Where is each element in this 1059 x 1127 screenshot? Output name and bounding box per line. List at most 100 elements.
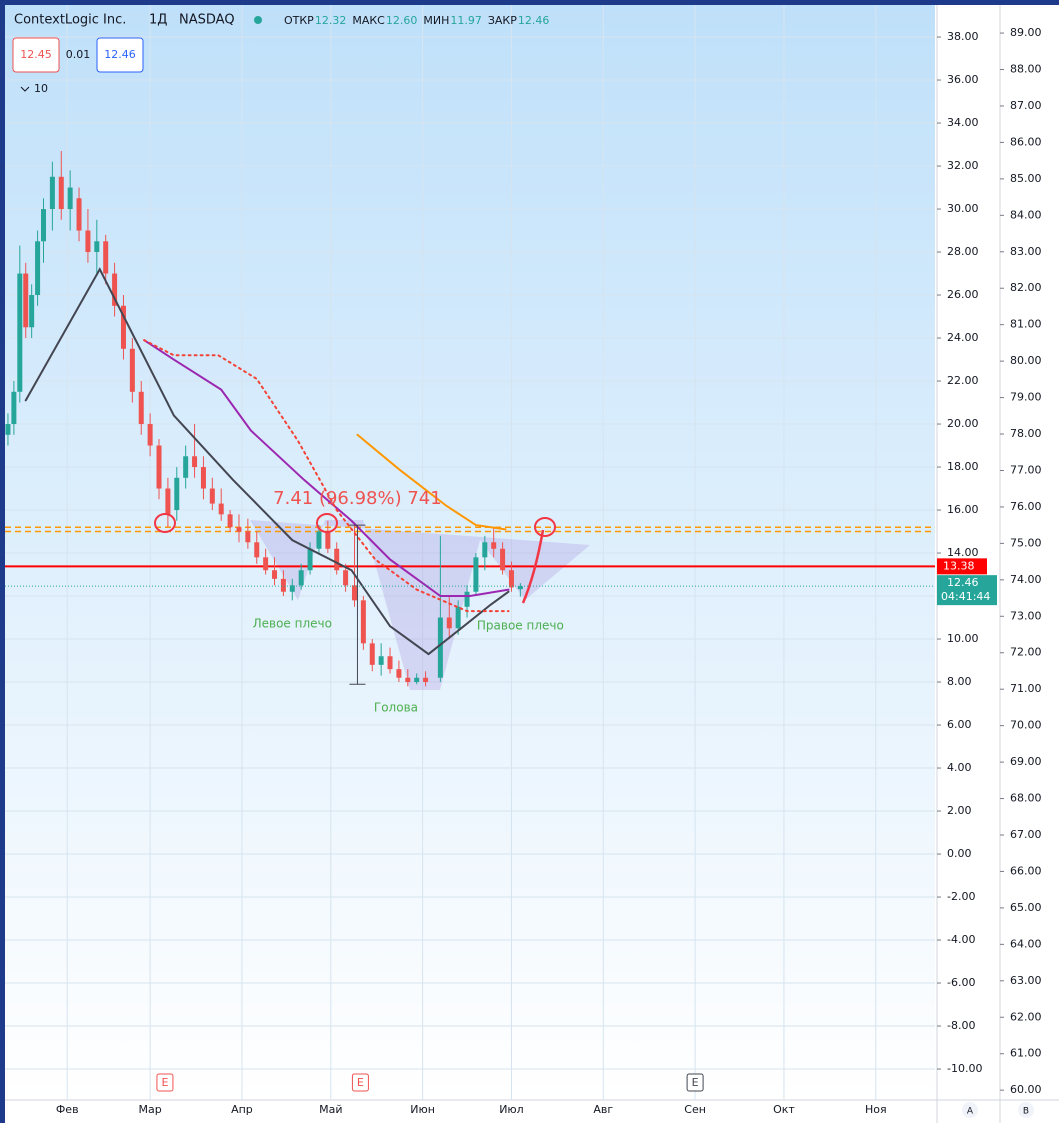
bid-price[interactable]: 12.45 bbox=[20, 48, 52, 61]
candle-body bbox=[129, 348, 135, 392]
y-tick-label: -6.00 bbox=[947, 976, 975, 989]
candle-body bbox=[183, 456, 189, 478]
left-border bbox=[0, 0, 5, 1123]
hand-circle bbox=[154, 513, 176, 533]
x-tick-label: Фев bbox=[56, 1103, 79, 1116]
candle-body bbox=[200, 467, 206, 489]
candle-body bbox=[369, 643, 375, 665]
earnings-label[interactable]: E bbox=[692, 1076, 699, 1089]
last-price: 12.46 bbox=[947, 576, 979, 589]
y-tick-label: 38.00 bbox=[947, 30, 979, 43]
candle-body bbox=[437, 617, 443, 678]
hand-circle bbox=[316, 513, 338, 533]
candle-body bbox=[446, 617, 452, 629]
earnings-label[interactable]: E bbox=[357, 1076, 364, 1089]
buy-button[interactable] bbox=[96, 37, 144, 73]
candle-body bbox=[298, 570, 304, 586]
candle-body bbox=[192, 456, 198, 468]
sell-button[interactable] bbox=[12, 37, 60, 73]
earnings-marker[interactable] bbox=[156, 1073, 174, 1092]
candle-body bbox=[17, 273, 23, 392]
candle-body bbox=[103, 241, 109, 274]
axis-button-label[interactable]: A bbox=[967, 1107, 974, 1117]
candle-body bbox=[414, 677, 420, 683]
y2-tick-label: 72.00 bbox=[1010, 646, 1042, 659]
candle-body bbox=[209, 488, 215, 504]
indicator-line bbox=[143, 339, 510, 598]
stat-value: 12.32 bbox=[315, 14, 347, 27]
y2-tick-label: 83.00 bbox=[1010, 245, 1042, 258]
top-border bbox=[0, 0, 1059, 5]
stat-name: МАКС bbox=[352, 14, 385, 27]
ask-price[interactable]: 12.46 bbox=[104, 48, 136, 61]
stat-name: ОТКР bbox=[284, 14, 314, 27]
candle-body bbox=[517, 586, 523, 590]
earnings-label[interactable]: E bbox=[161, 1076, 168, 1089]
y2-tick-label: 70.00 bbox=[1010, 719, 1042, 732]
y2-tick-label: 88.00 bbox=[1010, 63, 1042, 76]
y2-tick-label: 79.00 bbox=[1010, 391, 1042, 404]
y-tick-label: 22.00 bbox=[947, 374, 979, 387]
x-tick-label: Ноя bbox=[865, 1103, 887, 1116]
y2-tick-label: 78.00 bbox=[1010, 427, 1042, 440]
y2-tick-label: 62.00 bbox=[1010, 1010, 1042, 1023]
y-tick-label: 6.00 bbox=[947, 718, 972, 731]
y2-tick-label: 64.00 bbox=[1010, 937, 1042, 950]
candle-body bbox=[272, 570, 278, 579]
candle-body bbox=[41, 209, 47, 242]
candle-body bbox=[289, 585, 295, 592]
candle-body bbox=[491, 542, 497, 549]
y2-tick-label: 89.00 bbox=[1010, 26, 1042, 39]
indicator-count[interactable]: 10 bbox=[34, 82, 48, 95]
axis-button[interactable] bbox=[962, 1102, 978, 1118]
y-tick-label: 20.00 bbox=[947, 417, 979, 430]
y-tick-label: 36.00 bbox=[947, 73, 979, 86]
y2-tick-label: 86.00 bbox=[1010, 135, 1042, 148]
y2-tick-label: 76.00 bbox=[1010, 500, 1042, 513]
earnings-marker[interactable] bbox=[351, 1073, 369, 1092]
candle-body bbox=[147, 424, 153, 446]
spread: 0.01 bbox=[66, 48, 91, 61]
price-label: 13.38 bbox=[943, 559, 975, 572]
y-tick-label: 0.00 bbox=[947, 847, 972, 860]
candle-body bbox=[227, 514, 233, 528]
y2-tick-label: 82.00 bbox=[1010, 281, 1042, 294]
y-tick-label: -4.00 bbox=[947, 933, 975, 946]
y-tick-label: -2.00 bbox=[947, 890, 975, 903]
stat-value: 12.60 bbox=[386, 14, 418, 27]
candle-body bbox=[334, 548, 340, 571]
candle-body bbox=[120, 305, 126, 349]
y-tick-label: 14.00 bbox=[947, 546, 979, 559]
y2-tick-label: 69.00 bbox=[1010, 755, 1042, 768]
candle-body bbox=[325, 531, 331, 549]
price-label-box bbox=[937, 558, 987, 575]
axis-button[interactable] bbox=[1018, 1102, 1034, 1118]
indicator-line bbox=[143, 339, 510, 613]
y2-tick-label: 60.00 bbox=[1010, 1083, 1042, 1096]
indicator-line bbox=[356, 433, 507, 531]
candle-body bbox=[35, 241, 41, 296]
y-tick-label: 30.00 bbox=[947, 202, 979, 215]
y-tick-label: 16.00 bbox=[947, 503, 979, 516]
candle-body bbox=[423, 677, 429, 683]
y-tick-label: 28.00 bbox=[947, 245, 979, 258]
y2-tick-label: 87.00 bbox=[1010, 99, 1042, 112]
candle-body bbox=[5, 424, 11, 435]
earnings-marker[interactable] bbox=[686, 1073, 704, 1092]
candle-body bbox=[218, 503, 224, 515]
x-tick-label: Май bbox=[319, 1103, 342, 1116]
collapse-icon[interactable] bbox=[20, 86, 30, 92]
axis-button-label[interactable]: B bbox=[1023, 1107, 1029, 1117]
candle-body bbox=[387, 656, 393, 670]
candle-body bbox=[405, 677, 411, 683]
candle-body bbox=[165, 488, 171, 515]
y2-tick-label: 67.00 bbox=[1010, 828, 1042, 841]
candle-body bbox=[307, 548, 313, 571]
candle-body bbox=[49, 176, 55, 210]
candle-body bbox=[508, 570, 514, 588]
candle-body bbox=[378, 656, 384, 665]
market-status bbox=[254, 16, 262, 24]
candle-body bbox=[156, 445, 162, 489]
pattern-label: Голова bbox=[374, 700, 418, 714]
